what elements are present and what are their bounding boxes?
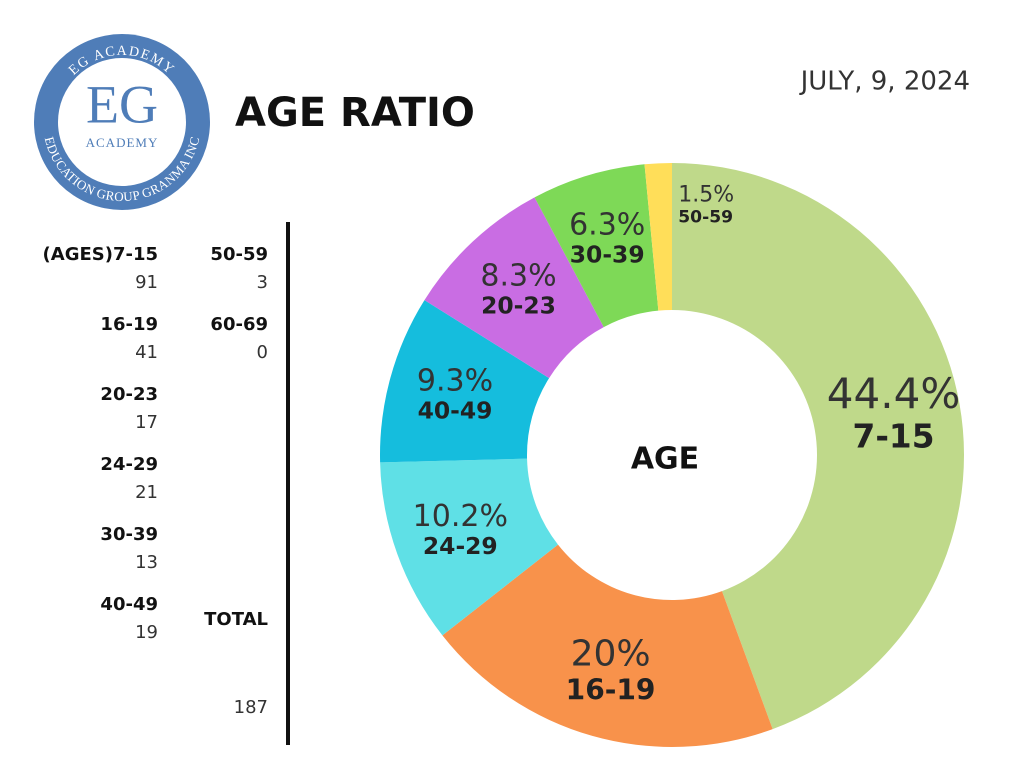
age-label: (AGES)7-15 [43,244,158,265]
donut-segment [442,544,773,747]
segment-percent: 44.4% [827,369,960,418]
segment-category: 30-39 [570,241,645,269]
total-value: 187 [234,697,268,718]
segment-percent: 20% [571,633,651,674]
logo-name: ACADEMY [86,135,159,150]
count-table: (AGES)7-15 91 16-19 41 20-23 17 24-29 21 30-39 13… [43,244,268,718]
age-label: 16-19 [100,314,158,335]
logo-center [58,58,186,186]
segment-category: 50-59 [678,207,733,227]
segment-percent: 9.3% [417,364,493,399]
age-label: 40-49 [100,594,158,615]
age-count: 13 [135,552,158,573]
title: AGE RATIO [235,90,475,136]
age-label: 50-59 [210,244,268,265]
age-label: 20-23 [100,384,158,405]
logo-initials: EG [86,74,158,134]
segment-percent: 10.2% [413,499,508,534]
age-count: 19 [135,622,158,643]
age-count: 21 [135,482,158,503]
donut-segment [424,197,604,379]
age-count: 17 [135,412,158,433]
segment-category: 7-15 [853,418,935,456]
age-count: 41 [135,342,158,363]
segment-percent: 1.5% [678,182,734,207]
donut-segment [380,300,550,463]
date: JULY, 9, 2024 [799,67,970,97]
age-label: 60-69 [210,314,268,335]
age-label: 30-39 [100,524,158,545]
age-count: 91 [135,272,158,293]
segment-category: 20-23 [481,291,556,319]
logo: EG ACADEMY EDUCATION GROUP GRANMA INC EG… [34,34,210,210]
age-count: 0 [257,342,268,363]
donut-segment [644,163,672,311]
segment-category: 40-49 [418,397,493,425]
donut-segment [380,458,558,636]
age-label: 24-29 [100,454,158,475]
total-label: TOTAL [204,609,268,630]
donut-segment [672,163,964,730]
donut-chart: 44.4%7-15 20%16-19 10.2%24-29 9.3%40-49 8.3%… [380,163,964,747]
segment-percent: 8.3% [480,258,556,293]
age-count: 3 [257,272,268,293]
donut-segment [534,164,659,328]
segment-percent: 6.3% [569,208,645,243]
segment-category: 24-29 [423,532,498,560]
segment-category: 16-19 [566,673,656,706]
center-label: AGE [631,442,699,477]
